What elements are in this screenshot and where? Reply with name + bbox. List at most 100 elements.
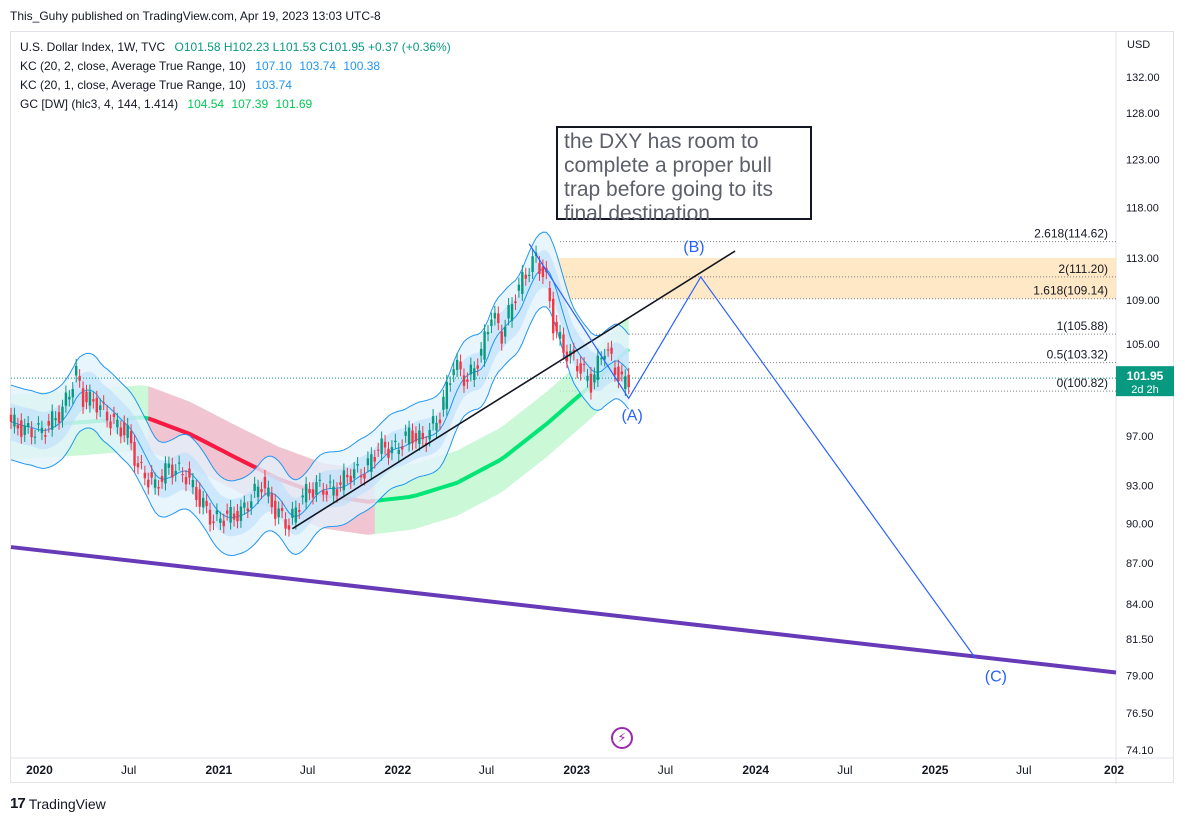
candle-body	[555, 321, 558, 332]
candle-body	[617, 366, 620, 382]
candle-body	[552, 298, 555, 334]
candle-body	[449, 383, 452, 385]
candle-body	[486, 332, 490, 335]
annotation-note[interactable]: the DXY has room to complete a proper bu…	[556, 126, 812, 225]
candle-body	[366, 458, 370, 466]
y-tick-label: 123.00	[1126, 154, 1160, 166]
candle-body	[13, 414, 16, 427]
candle-body	[88, 391, 92, 406]
legend-symbol-row[interactable]: U.S. Dollar Index, 1W, TVC O101.58 H102.…	[20, 38, 451, 57]
candle-body	[116, 419, 119, 428]
candle-body	[54, 418, 57, 421]
candle-body	[225, 510, 229, 514]
wave-label: (B)	[683, 239, 704, 256]
gc-lower-value: 101.69	[275, 97, 313, 111]
keltner-upper	[10, 231, 630, 482]
candle-body	[243, 502, 246, 508]
candle-body	[473, 368, 476, 380]
wave-label: (A)	[621, 408, 642, 425]
candle-body	[147, 479, 150, 488]
candle-body	[428, 429, 431, 440]
candle-body	[212, 521, 215, 524]
y-tick-label: 118.00	[1126, 203, 1159, 215]
candle-body	[284, 519, 287, 529]
candle-body	[339, 482, 342, 485]
candle-body	[370, 454, 373, 472]
candle-body	[510, 304, 514, 321]
legend-kc2-row[interactable]: KC (20, 1, close, Average True Range, 10…	[20, 76, 451, 95]
brand-name: TradingView	[28, 795, 106, 812]
candle-body	[346, 474, 349, 478]
candle-body	[514, 301, 517, 304]
candle-body	[442, 396, 445, 410]
candle-body	[133, 441, 136, 466]
x-tick-label: Jul	[837, 763, 852, 777]
candle-body	[500, 331, 503, 344]
candle-body	[129, 431, 133, 444]
annotation-line: the DXY has room to	[564, 130, 759, 153]
candle-body	[466, 379, 469, 382]
candle-body	[287, 525, 291, 530]
candle-body	[376, 449, 380, 451]
chart-legend: U.S. Dollar Index, 1W, TVC O101.58 H102.…	[20, 38, 451, 114]
candle-body	[352, 469, 356, 479]
candle-body	[229, 506, 232, 523]
candle-body	[469, 364, 473, 375]
x-tick-label: Jul	[479, 763, 494, 777]
candle-body	[119, 427, 123, 437]
candle-body	[150, 472, 153, 478]
candle-body	[191, 479, 195, 488]
y-tick-label: 79.00	[1126, 670, 1154, 682]
candle-body	[294, 507, 298, 523]
x-tick-label: Jul	[300, 763, 315, 777]
candle-body	[215, 510, 219, 515]
wave-path	[528, 243, 976, 659]
candle-body	[394, 440, 397, 443]
legend-gc-row[interactable]: GC [DW] (hlc3, 4, 144, 1.414) 104.54 107…	[20, 95, 451, 114]
y-tick-label: 113.00	[1126, 253, 1159, 265]
lightning-icon[interactable]: ⚡	[611, 727, 633, 749]
candle-body	[613, 367, 617, 375]
candle-body	[503, 326, 507, 337]
candle-body	[593, 374, 596, 383]
candle-body	[507, 304, 510, 319]
legend-kc1-row[interactable]: KC (20, 2, close, Average True Range, 10…	[20, 57, 451, 76]
trend-line	[291, 250, 736, 530]
fib-level-label: 0.5(103.32)	[1047, 348, 1108, 362]
keltner-lower	[10, 306, 630, 557]
candle-body	[311, 489, 315, 498]
fib-level-label: 2.618(114.62)	[1034, 227, 1108, 241]
candle-body	[270, 493, 274, 508]
candle-body	[208, 509, 212, 525]
footer-brand[interactable]: 17 TradingView	[10, 795, 106, 812]
candle-body	[541, 266, 545, 278]
support-line	[10, 545, 1117, 675]
candle-body	[40, 427, 44, 434]
x-tick-label: 2025	[922, 763, 949, 777]
candle-body	[328, 481, 332, 483]
candle-body	[397, 449, 400, 455]
candle-body	[610, 347, 613, 354]
candle-body	[174, 470, 177, 475]
candle-body	[78, 376, 81, 381]
candle-body	[33, 436, 37, 438]
candle-body	[579, 363, 582, 374]
annotation-line: trap before going to its	[564, 178, 773, 201]
candle-body	[383, 441, 387, 448]
candle-body	[160, 476, 164, 482]
candle-body	[136, 463, 140, 468]
tradingview-logo-icon: 17	[10, 795, 26, 812]
kc1-label: KC (20, 2, close, Average True Range, 10…	[20, 59, 246, 73]
candle-body	[256, 486, 260, 498]
candle-body	[219, 518, 222, 523]
candle-body	[198, 489, 201, 507]
candle-body	[435, 422, 438, 431]
candle-body	[16, 424, 20, 429]
y-tick-label: 128.00	[1126, 108, 1160, 120]
y-tick-label: 84.00	[1126, 599, 1154, 611]
chart-frame	[10, 31, 1174, 783]
candle-body	[373, 457, 376, 462]
kc1-middle-value: 103.74	[299, 59, 337, 73]
candle-body	[109, 421, 112, 429]
